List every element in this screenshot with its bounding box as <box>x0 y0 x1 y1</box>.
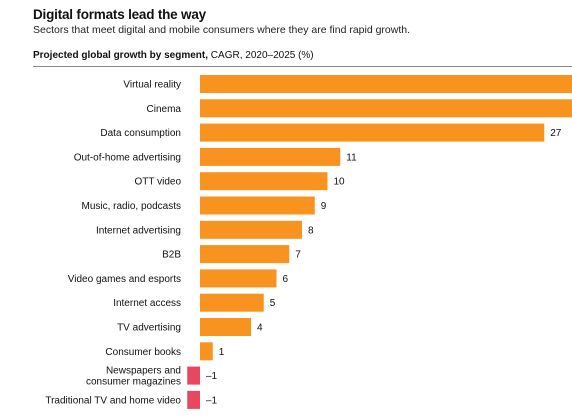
caption-bold: Projected global growth by segment, <box>33 50 209 61</box>
category-label: Traditional TV and home video <box>45 395 181 406</box>
bar-traditional-tv-and-home-video <box>187 390 200 409</box>
bar-internet-advertising <box>200 220 302 239</box>
bar-virtual-reality <box>200 75 572 93</box>
category-label: Cinema <box>147 104 182 115</box>
bar-out-of-home-advertising <box>200 147 341 166</box>
bar-internet-access <box>200 293 264 312</box>
category-label: Internet advertising <box>96 225 181 236</box>
category-label: Music, radio, podcasts <box>82 201 182 212</box>
category-label: Out-of-home advertising <box>74 152 181 163</box>
bar-video-games-and-esports <box>200 269 277 288</box>
bar-newspapers-and-consumer-magazines <box>187 366 200 385</box>
value-label: 1 <box>219 347 225 358</box>
bar-consumer-books <box>200 342 213 361</box>
value-label: 10 <box>334 177 346 188</box>
value-label: 9 <box>321 201 327 212</box>
category-label: B2B <box>162 250 181 261</box>
category-label: Internet access <box>113 298 181 309</box>
value-label: 11 <box>346 152 357 163</box>
category-label: Data consumption <box>100 128 181 139</box>
value-label: 7 <box>295 250 301 261</box>
bar-data-consumption <box>200 123 545 142</box>
category-label: consumer magazines <box>86 377 181 388</box>
value-label: 5 <box>270 298 276 309</box>
caption-divider <box>33 66 572 67</box>
value-label: 6 <box>283 274 289 285</box>
category-label: Video games and esports <box>68 274 181 285</box>
category-label: TV advertising <box>117 323 181 334</box>
value-label: 27 <box>550 128 562 139</box>
caption-rest: CAGR, 2020–2025 (%) <box>208 50 314 61</box>
category-label: Virtual reality <box>123 80 181 91</box>
chart-subtitle: Sectors that meet digital and mobile con… <box>33 24 411 36</box>
value-label: –1 <box>206 395 218 406</box>
value-label: 8 <box>308 225 314 236</box>
value-label: 4 <box>257 323 263 334</box>
bar-b2b <box>200 245 290 264</box>
chart-caption: Projected global growth by segment, CAGR… <box>33 50 314 61</box>
bar-music-radio-podcasts <box>200 196 315 215</box>
category-label: OTT video <box>135 177 182 188</box>
category-label: Consumer books <box>105 347 181 358</box>
bar-tv-advertising <box>200 318 251 336</box>
bar-ott-video <box>200 172 328 191</box>
bar-cinema <box>200 99 572 118</box>
chart-title: Digital formats lead the way <box>33 7 206 22</box>
category-label: Newspapers and <box>106 366 181 377</box>
value-label: –1 <box>206 371 218 382</box>
